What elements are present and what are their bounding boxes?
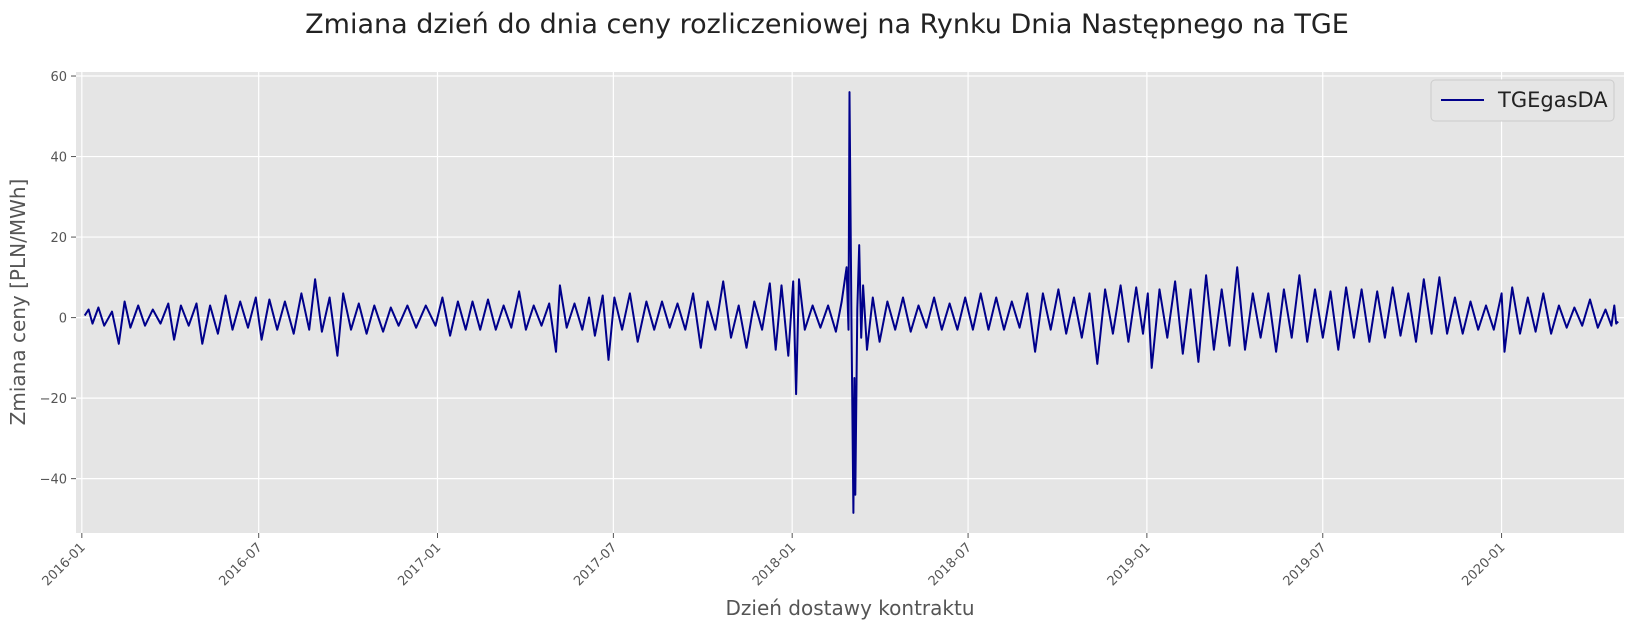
x-tick-label: 2017-01 — [395, 540, 444, 589]
y-tick-label: −20 — [40, 392, 67, 407]
x-axis-label: Dzień dostawy kontraktu — [726, 596, 975, 620]
legend: TGEgasDA — [1430, 79, 1615, 122]
y-tick-label: 60 — [50, 70, 67, 85]
y-tick-label: 20 — [50, 231, 67, 246]
x-axis-ticks: 2016-01 2016-07 2017-01 2017-07 2018-01 2018-… — [40, 533, 1508, 589]
y-axis-label: Zmiana ceny [PLN/MWh] — [6, 179, 30, 426]
legend-box — [1430, 79, 1615, 122]
y-tick-label: −40 — [40, 473, 67, 488]
x-tick-label: 2020-01 — [1459, 540, 1508, 589]
x-tick-label: 2016-07 — [216, 540, 265, 589]
x-tick-label: 2016-01 — [40, 540, 89, 589]
x-tick-label: 2019-01 — [1105, 540, 1154, 589]
y-axis-ticks: −40 −20 0 20 40 60 — [40, 70, 76, 488]
x-tick-label: 2018-01 — [750, 540, 799, 589]
series-line-tgegasda — [83, 91, 1619, 514]
y-tick-label: 40 — [50, 151, 67, 166]
y-tick-label: 0 — [59, 312, 67, 327]
x-tick-label: 2017-07 — [571, 540, 620, 589]
x-gridlines — [81, 72, 1503, 533]
x-tick-label: 2018-07 — [926, 540, 975, 589]
x-tick-label: 2019-07 — [1281, 540, 1330, 589]
chart-title: Zmiana dzień do dnia ceny rozliczeniowej… — [305, 9, 1349, 40]
legend-label: TGEgasDA — [1497, 88, 1608, 112]
